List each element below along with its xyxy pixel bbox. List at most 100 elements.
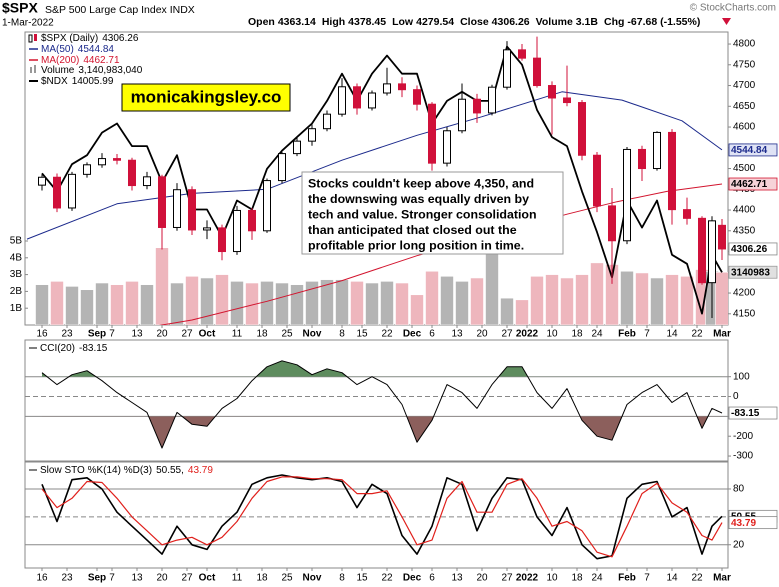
volume-bar bbox=[200, 277, 214, 325]
y-tick-label: 0 bbox=[733, 391, 739, 402]
candle-body bbox=[38, 176, 46, 186]
candle-body bbox=[68, 173, 76, 209]
change-arrow bbox=[722, 18, 731, 25]
volume-bar bbox=[65, 286, 79, 325]
candle-body bbox=[248, 209, 256, 232]
volume-bar bbox=[680, 275, 694, 325]
value-tag: 4462.71 bbox=[731, 179, 768, 190]
x-tick-label: 27 bbox=[181, 329, 193, 340]
x-tick-label: Mar bbox=[713, 329, 731, 340]
overlay-line bbox=[158, 183, 723, 325]
y-tick-label: 4750 bbox=[733, 59, 756, 70]
volume-bar bbox=[230, 281, 244, 325]
value-tag-box bbox=[728, 516, 778, 530]
x-tick-label: 7 bbox=[109, 573, 115, 584]
candle-body bbox=[473, 98, 481, 114]
volume-bar bbox=[305, 281, 319, 325]
quote-value: 3.1B bbox=[576, 16, 599, 28]
x-tick-label: 20 bbox=[156, 573, 168, 584]
x-tick-label: 24 bbox=[591, 329, 603, 340]
watermark: monicakingsley.co bbox=[131, 87, 282, 106]
candle-body bbox=[233, 209, 241, 253]
candle-body bbox=[623, 148, 631, 242]
x-tick-label: 25 bbox=[281, 573, 293, 584]
candle-body bbox=[608, 205, 616, 242]
quote-label: Open bbox=[248, 16, 275, 28]
candle-body bbox=[398, 83, 406, 91]
x-tick-label: 22 bbox=[691, 573, 703, 584]
y-tick-label: 4150 bbox=[733, 308, 756, 319]
candle-body bbox=[383, 83, 391, 94]
candle-body bbox=[683, 209, 691, 219]
volume-bar bbox=[140, 284, 154, 325]
candle-body bbox=[518, 49, 526, 59]
y-tick-label: 4800 bbox=[733, 39, 756, 50]
candle-body bbox=[293, 140, 301, 155]
oscillator-plot bbox=[25, 474, 728, 560]
x-tick-label: 27 bbox=[181, 573, 193, 584]
volume-bar bbox=[470, 277, 484, 325]
candle-body bbox=[458, 98, 466, 132]
legend-text: -83.15 bbox=[79, 343, 108, 354]
x-tick-label: 7 bbox=[644, 573, 650, 584]
volume-bar bbox=[215, 274, 229, 325]
legend-entry: MA(50) 4544.84 bbox=[41, 44, 114, 55]
candle-body bbox=[308, 128, 316, 142]
volume-bar bbox=[335, 279, 349, 325]
x-tick-label: Sep bbox=[88, 573, 106, 584]
cci-fill bbox=[42, 360, 528, 377]
legend-icon bbox=[28, 34, 33, 43]
stochastic-line bbox=[41, 476, 723, 558]
legend-entry: CCI(20) -83.15 bbox=[40, 343, 108, 354]
volume-bar bbox=[95, 282, 109, 325]
legend-text: 14005.99 bbox=[72, 76, 114, 87]
value-tag: 4306.26 bbox=[731, 244, 768, 255]
panel-frame bbox=[24, 461, 729, 569]
x-tick-label: Feb bbox=[618, 573, 636, 584]
legend-text: MA(50) bbox=[41, 44, 74, 55]
y-tick-label: 4350 bbox=[733, 225, 756, 236]
volume-bar bbox=[715, 271, 728, 325]
volume-bar bbox=[245, 282, 259, 325]
volume-bar bbox=[80, 289, 94, 325]
volume-bar bbox=[50, 281, 64, 325]
volume-bar bbox=[350, 281, 364, 325]
volume-bar bbox=[575, 274, 589, 325]
volume-bar bbox=[500, 297, 514, 325]
volume-bar bbox=[110, 284, 124, 325]
value-tag-box bbox=[728, 406, 778, 420]
y-tick-label: 4650 bbox=[733, 101, 756, 112]
y-tick-label: -300 bbox=[733, 451, 753, 462]
quote-label: Volume bbox=[536, 16, 573, 28]
candle-body bbox=[203, 227, 211, 231]
x-tick-label: 15 bbox=[356, 573, 368, 584]
candle-body bbox=[218, 227, 226, 253]
volume-bar bbox=[530, 275, 544, 325]
annotation-line: than anticipated that closed out the bbox=[308, 223, 517, 237]
volume-bar bbox=[365, 282, 379, 325]
volume-bar bbox=[35, 284, 49, 325]
x-tick-label: Feb bbox=[618, 329, 636, 340]
x-tick-label: 7 bbox=[109, 329, 115, 340]
x-tick-label: 13 bbox=[451, 329, 463, 340]
watermark-box bbox=[121, 83, 291, 112]
x-tick-label: 18 bbox=[256, 573, 268, 584]
candle-body bbox=[578, 102, 586, 156]
x-tick-label: 18 bbox=[571, 573, 583, 584]
volume-bar bbox=[665, 274, 679, 325]
x-tick-label: 2022 bbox=[516, 329, 539, 340]
volume-bar bbox=[635, 272, 649, 325]
candle-body bbox=[128, 159, 136, 187]
candle-body bbox=[428, 103, 436, 164]
x-tick-label: 22 bbox=[381, 329, 393, 340]
candle-body bbox=[83, 164, 91, 175]
candle-body bbox=[368, 92, 376, 109]
x-tick-label: 11 bbox=[232, 573, 243, 584]
quote-value: 4363.14 bbox=[278, 16, 316, 28]
candle-body bbox=[718, 224, 726, 250]
x-tick-label: 22 bbox=[381, 573, 393, 584]
volume-tick-label: 3B bbox=[10, 269, 23, 280]
legend-text: 4544.84 bbox=[78, 44, 115, 55]
y-tick-label: 4400 bbox=[733, 205, 756, 216]
